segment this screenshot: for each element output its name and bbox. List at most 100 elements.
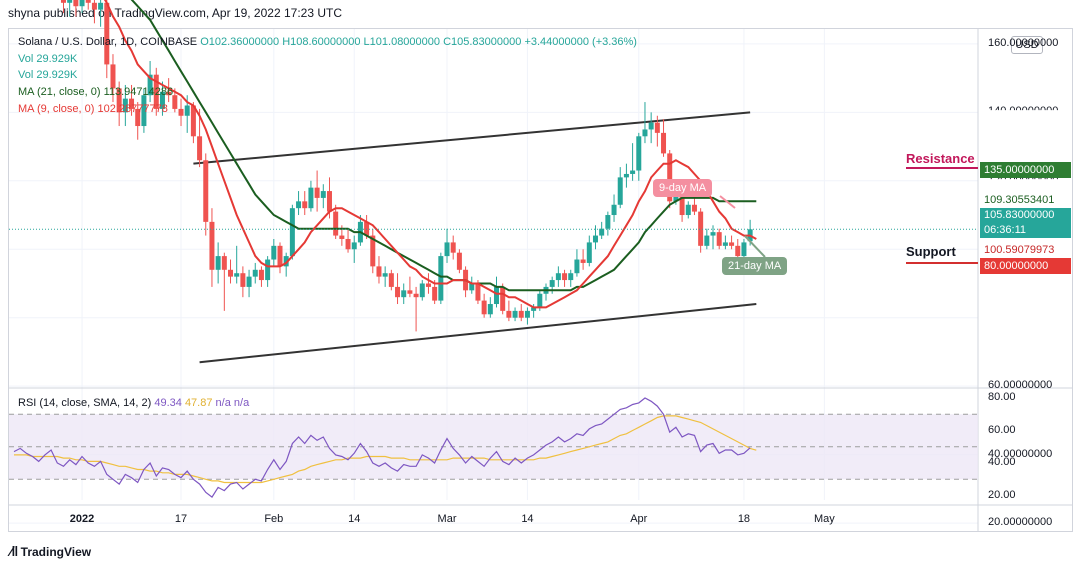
ohlc-close: C105.83000000 [443,36,522,48]
price-axis-label: 160.00000000 [988,36,1059,49]
candle-body [487,304,493,315]
candle-body [568,273,574,281]
time-axis-label: Feb [264,513,284,525]
candle-body [271,245,277,260]
candle-body [240,273,246,287]
candle-body [203,160,209,222]
candle-body [419,283,425,298]
candle-body [518,310,524,318]
time-axis-label: May [813,513,835,525]
time-axis-label: 14 [348,513,361,525]
candle-body [592,235,598,243]
candle-body [184,105,190,116]
ohlc-change: +3.44000000 (+3.36%) [524,36,637,48]
rsi-na-2: n/a [233,397,250,409]
candle-body [623,173,629,178]
candle-body [450,242,456,253]
candle-body [691,204,697,212]
candle-body [339,235,345,239]
rsi-sma-value: 47.87 [184,397,213,409]
candle-body [172,95,178,109]
candle-body [277,245,283,267]
resistance-price-tag: 135.00000000 [980,162,1071,178]
candle-body [586,242,592,263]
candle-body [654,122,660,133]
candle-body [648,122,654,130]
candle-body [79,0,85,7]
trend-lines [193,111,757,364]
ma21-legend: MA (21, close, 0) 113.94714286 [18,86,174,98]
symbol-title: Solana / U.S. Dollar, 1D, COINBASE [18,36,198,48]
candle-body [407,290,413,294]
rsi-axis-label: 60.00 [988,423,1016,436]
candle-body [494,286,500,305]
ma9-legend: MA (9, close, 0) 102.28777778 [18,103,168,115]
last-price-value: 105.83000000 [984,209,1055,221]
candle-body [228,269,234,277]
candle-body [685,204,691,216]
ma9-callout: 9-day MA [653,179,713,197]
candle-body [116,88,122,113]
candle-body [562,273,568,281]
time-axis-label: 14 [521,513,534,525]
candle-body [506,310,512,318]
candle-body [60,0,66,3]
candle-body [314,187,320,198]
candle-body [265,259,271,281]
tradingview-logo[interactable]: ⁄‖ TradingView [10,543,91,559]
rsi-sma-line [14,415,757,484]
published-by-line: shyna published on TradingView.com, Apr … [8,6,342,20]
rsi-band [9,414,978,480]
candle-body [326,191,332,212]
candle-body [283,256,289,267]
candle-body [296,201,302,209]
rsi-line [13,397,751,498]
time-axis-label: 18 [737,513,751,525]
time-axis-label: Mar [437,513,457,525]
rsi-axis-label: 20.00 [988,488,1016,501]
candle-body [85,0,91,3]
candle-body [370,235,376,267]
candle-body [580,259,586,263]
support-trendline [199,303,757,364]
candle-body [475,283,481,301]
candle-body [456,252,462,270]
candle-body [197,136,203,161]
candles [60,0,753,332]
rsi-pane [9,397,978,498]
volume-legend-1: Vol 29.929K [18,53,78,65]
candle-body [246,276,252,287]
candle-body [320,191,326,198]
rsi-axis-label: 40.00 [988,456,1016,468]
candle-body [549,280,555,287]
volume-legend-2: Vol 29.929K [18,69,78,81]
support-price-tag: 80.00000000 [980,258,1071,274]
currency-button[interactable]: USD [1011,36,1043,54]
resistance-annotation: Resistance [906,151,975,166]
candle-body [159,91,165,109]
candle-body [376,266,382,277]
candle-body [141,95,147,127]
ma21-line [130,0,757,292]
ohlc-low: L101.08000000 [363,36,441,48]
candle-body [574,259,580,274]
candle-body [147,74,153,96]
candle-body [741,242,747,257]
candle-body [345,238,351,250]
candle-body [413,293,419,298]
support-annotation: Support [906,244,956,259]
tradingview-logo-icon: ⁄‖ [10,543,18,559]
candle-body [537,293,543,308]
ohlc-open: O102.36000000 [200,36,280,48]
candle-body [129,98,135,109]
rsi-axis-label: 80.00 [988,391,1016,403]
candle-body [729,242,735,246]
candle-body [630,170,636,174]
candle-body [444,242,450,257]
rsi-value: 49.34 [154,397,182,409]
candle-body [190,105,196,137]
price-axis-label: 60.00000000 [988,379,1053,392]
candle-body [104,2,110,65]
candle-body [617,177,623,205]
